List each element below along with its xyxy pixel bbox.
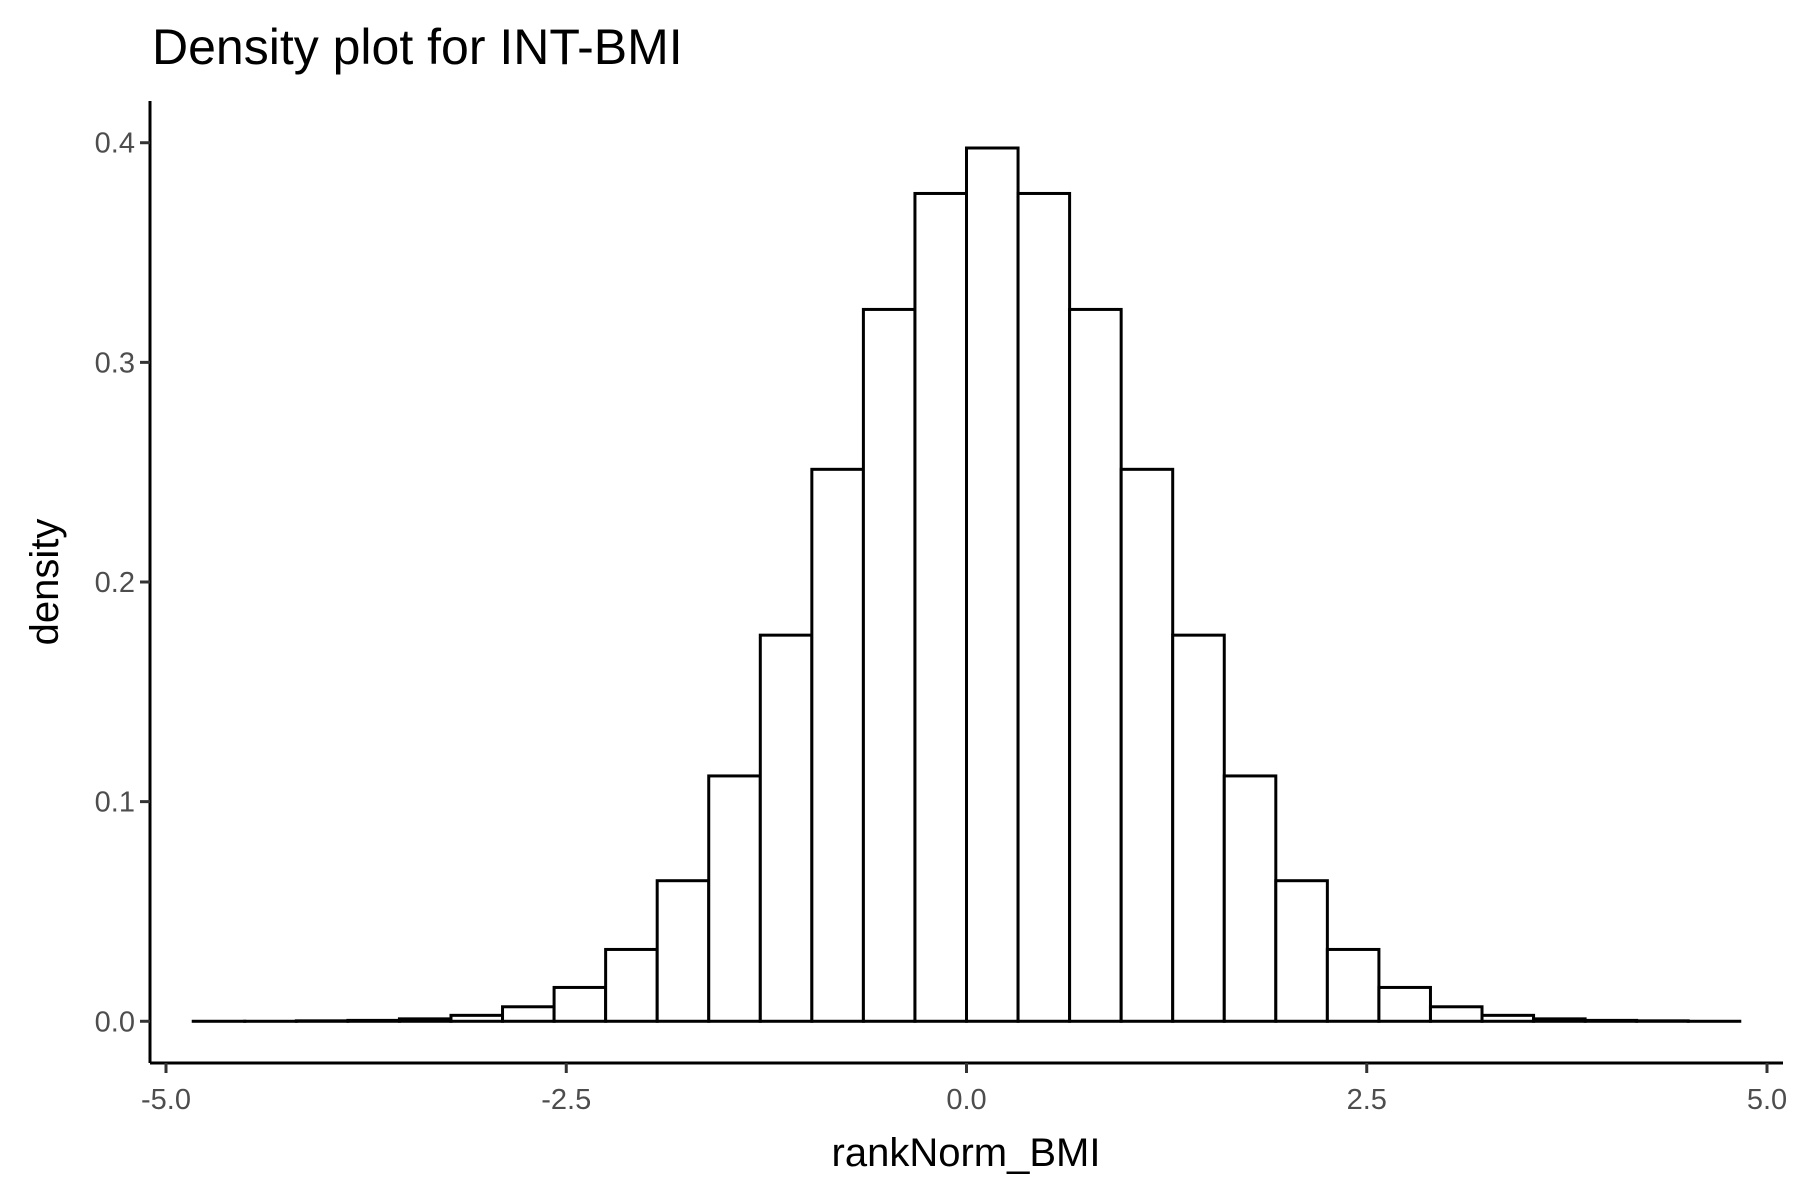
y-tick-label: 0.4 [95,128,135,160]
y-tick-label: 0.3 [95,347,135,379]
histogram-bar [1480,1013,1536,1023]
histogram-bar [861,307,917,1023]
bars-layer [191,146,1742,1023]
histogram-bar [655,879,711,1023]
y-tick-label: 0.2 [95,567,135,599]
histogram-bar [449,1013,505,1023]
y-axis-ticks: 0.0 0.1 0.2 0.3 0.4 [95,128,150,1038]
x-axis-ticks: -5.0 -2.5 0.0 2.5 5.0 [141,1063,1787,1116]
x-tick-label: -5.0 [141,1084,191,1116]
x-tick-label: 2.5 [1347,1084,1387,1116]
histogram-bar [1222,774,1278,1023]
histogram-bar [1016,191,1072,1023]
histogram-bar [1583,1018,1639,1023]
histogram-bar [1428,1005,1484,1023]
x-tick-label: 0.0 [946,1084,986,1116]
histogram-bar [346,1018,401,1023]
x-tick-label: -2.5 [541,1084,591,1116]
histogram-bar [913,191,968,1023]
histogram-bar [552,985,608,1023]
histogram-bar [1325,947,1381,1023]
histogram-bar [1068,307,1123,1023]
histogram-bar [1274,879,1329,1023]
histogram-bar [397,1017,453,1023]
histogram-bar [1171,633,1226,1023]
histogram-bar [1377,985,1432,1023]
histogram-bar [604,947,659,1023]
y-axis-title: density [23,519,67,646]
histogram-bar [1532,1017,1587,1023]
histogram-bar [810,467,865,1023]
histogram-bar [965,146,1020,1023]
histogram-bar [758,633,814,1023]
x-tick-label: 5.0 [1747,1084,1787,1116]
chart-title: Density plot for INT-BMI [152,19,683,75]
x-axis-title: rankNorm_BMI [832,1131,1101,1175]
y-tick-label: 0.0 [95,1006,135,1038]
histogram-bar [1119,467,1175,1023]
y-tick-label: 0.1 [95,787,135,819]
histogram-bar [501,1005,556,1023]
histogram-bar [707,774,762,1023]
